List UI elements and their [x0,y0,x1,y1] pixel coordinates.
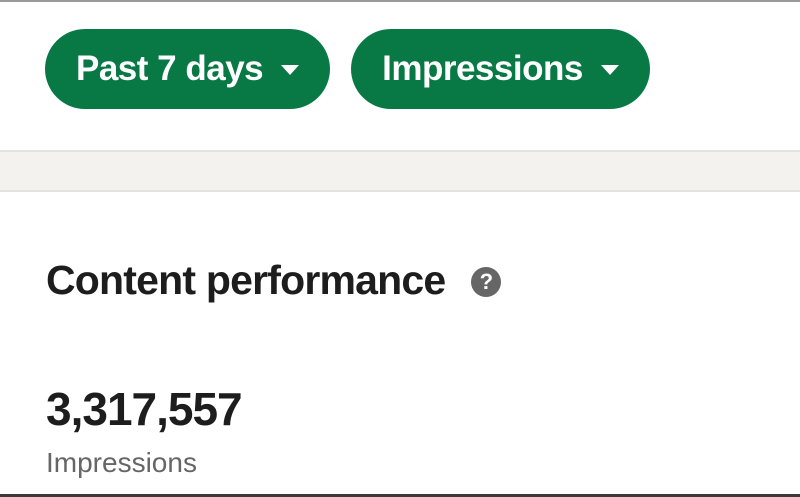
impressions-count: 3,317,557 [46,383,243,435]
section-divider [0,150,800,192]
question-circle-icon[interactable]: ? [471,266,502,297]
date-range-dropdown[interactable]: Past 7 days [45,29,331,109]
section-title: Content performance [46,257,446,303]
caret-down-icon [281,65,300,75]
metric-dropdown[interactable]: Impressions [351,29,650,109]
date-range-label: Past 7 days [76,49,264,88]
filter-bar: Past 7 days Impressions [45,29,650,109]
caret-down-icon [600,65,619,75]
metric-dropdown-label: Impressions [382,49,583,88]
impressions-label: Impressions [46,447,197,478]
section-header: Content performance ? [46,257,502,304]
